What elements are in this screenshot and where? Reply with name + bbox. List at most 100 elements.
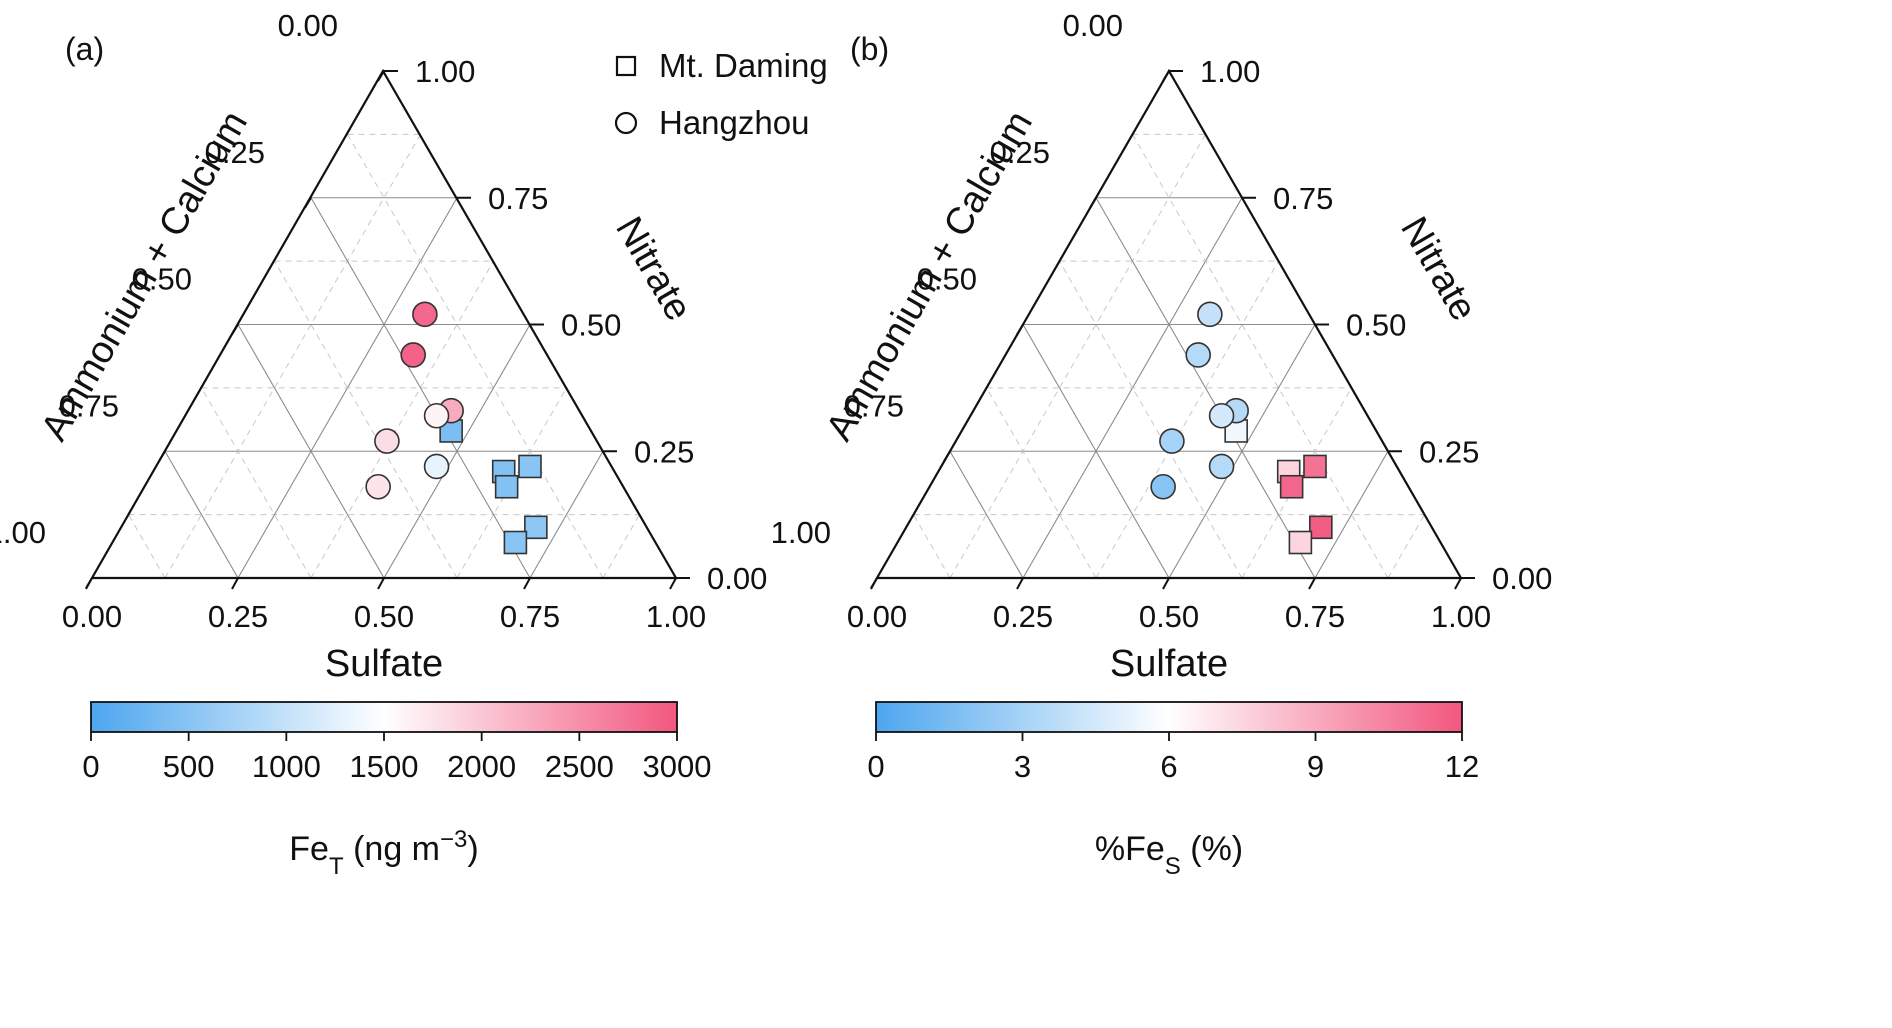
sulfate-axis-title: Sulfate (325, 643, 443, 685)
grid-line-sulfate (1168, 324, 1316, 579)
colorbar-tick-label: 12 (1445, 749, 1479, 784)
ammonium-tick-label: 0.25 (990, 135, 1050, 170)
point-mt-daming (494, 474, 519, 499)
sulfate-tick-label: 0.25 (208, 599, 268, 634)
sulfate-tick-label: 0.75 (1285, 599, 1345, 634)
panel-label: (a) (65, 31, 104, 67)
grid-line-ammonium (347, 134, 604, 579)
ammonium-tick-label: 0.50 (917, 262, 977, 297)
sulfate-tick-label: 0.75 (500, 599, 560, 634)
point-hangzhou (1159, 428, 1185, 454)
point-hangzhou (1208, 453, 1235, 480)
sulfate-tick-label: 1.00 (1431, 599, 1491, 634)
tick-left (231, 323, 239, 336)
grid-line-sulfate (949, 134, 1206, 579)
colorbar-tick-label: 6 (1160, 749, 1177, 784)
colorbar-title: %FeS (%) (1095, 830, 1243, 880)
nitrate-tick-label: 0.75 (488, 181, 548, 216)
sulfate-axis-title: Sulfate (1110, 643, 1228, 685)
sulfate-tick-label: 1.00 (646, 599, 706, 634)
tick-bottom (1454, 577, 1462, 590)
ammonium-tick-label: 1.00 (0, 515, 46, 550)
nitrate-tick-label: 0.25 (634, 434, 694, 469)
tick-bottom (523, 577, 531, 590)
point-hangzhou (1185, 342, 1211, 368)
grid-line-ammonium (201, 387, 312, 579)
nitrate-tick-label: 0.00 (1492, 561, 1552, 596)
tick-bottom (377, 577, 385, 590)
legend-label: Hangzhou (659, 104, 809, 141)
grid-line-ammonium (1132, 134, 1389, 579)
grid-line-ammonium (1095, 197, 1316, 579)
tick-bottom (1162, 577, 1170, 590)
grid-line-ammonium (310, 197, 531, 579)
tick-left (85, 577, 93, 589)
colorbar: 0 500 1000 1500 2000 2500 3000 FeT (ng m−3) (82, 701, 712, 880)
grid-line-ammonium (1022, 324, 1170, 579)
colorbar-tick-label: 9 (1307, 749, 1324, 784)
point-hangzhou (423, 402, 450, 429)
ammonium-tick-label: 0.00 (278, 8, 338, 43)
sulfate-tick-label: 0.00 (62, 599, 122, 634)
nitrate-tick-label: 0.50 (1346, 308, 1406, 343)
tick-left (870, 577, 878, 589)
nitrate-tick-label: 0.00 (707, 561, 767, 596)
colorbar-tick-label: 1500 (350, 749, 419, 784)
grid-line-ammonium (1059, 260, 1243, 579)
grid-line-ammonium (913, 514, 951, 579)
point-mt-daming (1303, 454, 1327, 479)
data-points (365, 301, 548, 555)
ammonium-tick-label: 0.75 (59, 388, 119, 423)
point-mt-daming (518, 454, 542, 479)
colorbar-tick-label: 2500 (545, 749, 614, 784)
ternary-panel-a: 0.00 0.25 0.50 0.75 1.000.000.250.500.751.00… (0, 8, 828, 880)
grid-lines (128, 133, 640, 579)
tick-bottom (231, 577, 239, 590)
nitrate-tick-label: 0.75 (1273, 181, 1333, 216)
data-points (1150, 301, 1333, 555)
nitrate-tick-label: 0.25 (1419, 434, 1479, 469)
tick-left (158, 450, 166, 462)
grid-line-ammonium (274, 260, 458, 579)
legend-circle-icon (614, 111, 638, 135)
point-hangzhou (400, 342, 427, 368)
ammonium-axis-title: Ammonium + Calcium (33, 104, 256, 448)
colorbar-bar (90, 701, 678, 733)
colorbar-tick-label: 2000 (447, 749, 516, 784)
point-mt-daming (524, 515, 548, 540)
colorbar-tick-label: 1000 (252, 749, 321, 784)
grid-line-sulfate (1387, 514, 1425, 579)
ammonium-tick-label: 0.50 (132, 262, 192, 297)
tick-left (377, 70, 385, 82)
grid-line-sulfate (1241, 387, 1352, 579)
grid-line-sulfate (456, 387, 567, 579)
tick-left (1162, 70, 1170, 82)
grid-line-sulfate (1095, 260, 1279, 579)
point-hangzhou (1150, 473, 1176, 500)
tick-left (304, 197, 312, 209)
nitrate-tick-label: 1.00 (415, 54, 475, 89)
ammonium-tick-label: 1.00 (771, 515, 831, 550)
ammonium-tick-label: 0.25 (205, 135, 265, 170)
grid-line-ammonium (237, 324, 385, 579)
point-mt-daming (1279, 474, 1304, 499)
grid-line-sulfate (602, 514, 640, 579)
grid-line-ammonium (949, 450, 1024, 579)
ternary-panel-b: 0.00 0.25 0.50 0.75 1.000.000.250.500.751.00… (771, 8, 1553, 880)
colorbar-title: FeT (ng m−3) (289, 826, 478, 880)
colorbar-tick-label: 3 (1014, 749, 1031, 784)
grid-line-ammonium (128, 514, 166, 579)
nitrate-tick-label: 0.50 (561, 308, 621, 343)
tick-left (1089, 197, 1097, 209)
sulfate-tick-label: 0.25 (993, 599, 1053, 634)
grid-line-sulfate (310, 260, 494, 579)
tick-bottom (1308, 577, 1316, 590)
point-hangzhou (1208, 402, 1235, 429)
sulfate-tick-label: 0.50 (1139, 599, 1199, 634)
sulfate-tick-label: 0.50 (354, 599, 414, 634)
tick-bottom (669, 577, 677, 590)
legend-square-icon (615, 55, 637, 77)
colorbar-tick-label: 3000 (643, 749, 712, 784)
legend: Mt. Daming Hangzhou (614, 47, 828, 141)
